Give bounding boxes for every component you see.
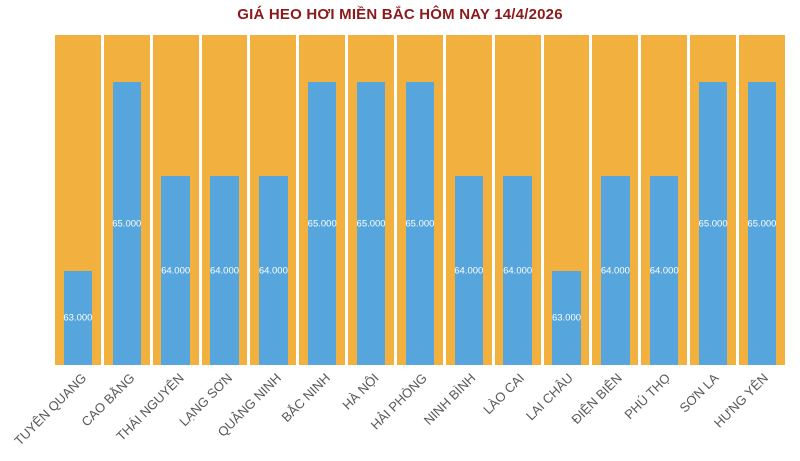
plot-area: 63.000 65.000 64.000 64.000 64.000 65.000 65.0… <box>55 35 785 365</box>
bar: 64.000 <box>454 176 484 365</box>
bar-column: 65.000 <box>299 35 346 365</box>
bar: 65.000 <box>307 82 337 365</box>
x-axis-label: HÀ NỘI <box>338 370 382 413</box>
bar: 64.000 <box>600 176 630 365</box>
bar-value-label: 64.000 <box>209 265 240 277</box>
bar-column: 65.000 <box>348 35 395 365</box>
bar-column: 63.000 <box>55 35 101 365</box>
bar-value-label: 64.000 <box>161 265 191 277</box>
bar: 63.000 <box>551 270 582 365</box>
bar-column: 64.000 <box>445 35 492 365</box>
bar: 64.000 <box>161 176 191 365</box>
bar-column: 64.000 <box>494 35 541 365</box>
bar: 64.000 <box>503 176 533 365</box>
bar-value-label: 65.000 <box>356 218 386 230</box>
x-axis-label: PHÚ THỌ <box>621 370 674 423</box>
bar-column: 65.000 <box>103 35 150 365</box>
chart-title: GIÁ HEO HƠI MIỀN BẮC HÔM NAY 14/4/2026 <box>237 6 563 23</box>
x-axis-label: SƠN LA <box>676 370 722 416</box>
bar: 65.000 <box>698 82 728 365</box>
bar-column: 65.000 <box>739 35 785 365</box>
bar-value-label: 64.000 <box>600 265 630 277</box>
bar-column: 63.000 <box>543 35 590 365</box>
bar-value-label: 65.000 <box>405 218 435 230</box>
bar-column: 64.000 <box>201 35 248 365</box>
bar-value-label: 65.000 <box>112 218 142 230</box>
x-axis-labels: TUYÊN QUANG CAO BẰNG THÁI NGUYÊN LẠNG SƠN QU… <box>11 370 785 461</box>
bar-value-label: 63.000 <box>551 312 582 324</box>
bar-value-label: 65.000 <box>307 218 337 230</box>
bar: 64.000 <box>258 176 288 365</box>
x-axis-label: LAI CHÂU <box>522 370 576 424</box>
bar: 65.000 <box>747 82 777 365</box>
bar-column: 65.000 <box>397 35 443 365</box>
bar-value-label: 64.000 <box>503 265 533 277</box>
bar-column: 64.000 <box>592 35 639 365</box>
bar-column: 65.000 <box>690 35 737 365</box>
bar-value-label: 63.000 <box>63 312 93 324</box>
bar-column: 64.000 <box>152 35 199 365</box>
x-axis-label: BẮC NINH <box>278 370 333 425</box>
x-axis-label: LÀO CAI <box>480 370 528 418</box>
x-axis-label: TUYÊN QUANG <box>11 370 90 449</box>
bar-column: 64.000 <box>641 35 688 365</box>
bar-value-label: 65.000 <box>747 218 777 230</box>
bar: 65.000 <box>405 82 435 365</box>
bar-value-label: 64.000 <box>258 265 288 277</box>
bar-column: 64.000 <box>250 35 297 365</box>
bar: 65.000 <box>112 82 142 365</box>
x-axis-label: ĐIỆN BIÊN <box>567 370 625 427</box>
bar: 64.000 <box>649 176 679 365</box>
bar: 63.000 <box>63 270 93 365</box>
bar-value-label: 64.000 <box>649 265 679 277</box>
bar-value-label: 64.000 <box>454 265 484 277</box>
bar: 64.000 <box>209 176 240 365</box>
bar: 65.000 <box>356 82 386 365</box>
bar-value-label: 65.000 <box>698 218 728 230</box>
x-axis-label: NINH BÌNH <box>420 370 479 428</box>
